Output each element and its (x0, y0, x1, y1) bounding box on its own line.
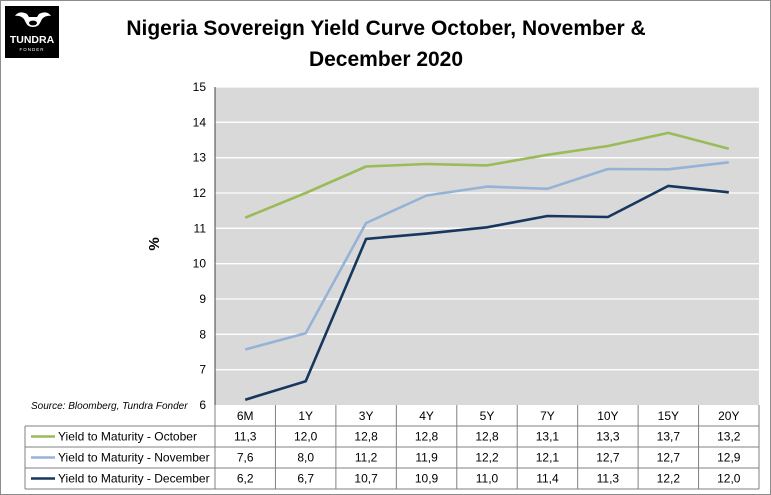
data-label: 12,7 (657, 451, 681, 465)
data-label: 11,3 (597, 472, 620, 486)
data-label: 11,4 (536, 472, 559, 486)
y-tick-label: 12 (193, 186, 207, 200)
data-label: 12,0 (717, 472, 741, 486)
legend-label: Yield to Maturity - October (58, 430, 197, 444)
y-tick-label: 13 (193, 151, 207, 165)
data-label: 11,3 (234, 430, 257, 444)
data-label: 10,9 (415, 472, 439, 486)
data-label: 11,2 (355, 451, 378, 465)
data-label: 8,0 (297, 451, 314, 465)
data-label: 12,8 (415, 430, 439, 444)
y-tick-label: 14 (193, 115, 207, 129)
x-tick-label: 3Y (359, 409, 374, 423)
series-line-1 (244, 131, 730, 219)
y-axis-label: % (146, 237, 163, 250)
bull-icon: TUNDRA FONDER (10, 12, 55, 52)
x-tick-label: 20Y (718, 409, 739, 423)
y-tick-label: 7 (199, 363, 206, 377)
source-note: Source: Bloomberg, Tundra Fonder (31, 401, 188, 412)
x-tick-label: 4Y (419, 409, 434, 423)
data-label: 13,2 (717, 430, 741, 444)
series-line-2 (244, 161, 729, 351)
data-label: 13,7 (657, 430, 681, 444)
data-table: 6M 1Y 3Y 4Y 5Y 7Y 10Y 15Y 20Y Yield to Maturity -… (24, 405, 760, 490)
legend-label: Yield to Maturity - December (58, 472, 210, 486)
logo-subtext: FONDER (20, 47, 45, 52)
data-label: 12,8 (354, 430, 378, 444)
x-tick-label: 1Y (298, 409, 313, 423)
gridlines (214, 86, 759, 405)
series-line-3 (244, 184, 729, 401)
x-tick-label: 5Y (480, 409, 495, 423)
data-label: 13,3 (596, 430, 620, 444)
chart-title: Nigeria Sovereign Yield Curve October, N… (91, 13, 681, 75)
chart-title-line-2: December 2020 (308, 48, 464, 71)
logo-text: TUNDRA (10, 34, 55, 46)
y-tick-label: 10 (193, 257, 207, 271)
series-lines (244, 131, 730, 401)
x-tick-label: 6M (237, 409, 254, 423)
plot-area (215, 87, 759, 405)
y-tick-label: 11 (194, 221, 207, 235)
data-label: 12,2 (475, 451, 499, 465)
x-tick-label: 10Y (597, 409, 618, 423)
tundra-logo: TUNDRA FONDER (5, 6, 59, 58)
data-label: 6,7 (297, 472, 314, 486)
data-label: 13,1 (536, 430, 560, 444)
data-label: 7,6 (237, 451, 254, 465)
chart-title-line-1: Nigeria Sovereign Yield Curve October, N… (126, 17, 646, 40)
legend-label: Yield to Maturity - November (58, 451, 210, 465)
data-label: 12,8 (475, 430, 499, 444)
data-label: 11,0 (476, 472, 499, 486)
y-tick-label: 8 (199, 327, 206, 341)
x-tick-label: 7Y (540, 409, 555, 423)
data-label: 12,1 (536, 451, 560, 465)
data-label: 11,9 (415, 451, 438, 465)
y-tick-label: 15 (193, 80, 207, 94)
data-label: 10,7 (354, 472, 378, 486)
y-axis-ticks: 6 7 8 9 10 11 12 13 14 15 (193, 80, 207, 412)
y-tick-label: 6 (199, 398, 206, 412)
data-label: 12,7 (596, 451, 620, 465)
data-label: 12,2 (657, 472, 681, 486)
data-label: 6,2 (237, 472, 254, 486)
data-label: 12,9 (717, 451, 741, 465)
y-tick-label: 9 (199, 292, 206, 306)
x-tick-label: 15Y (658, 409, 679, 423)
data-label: 12,0 (294, 430, 318, 444)
